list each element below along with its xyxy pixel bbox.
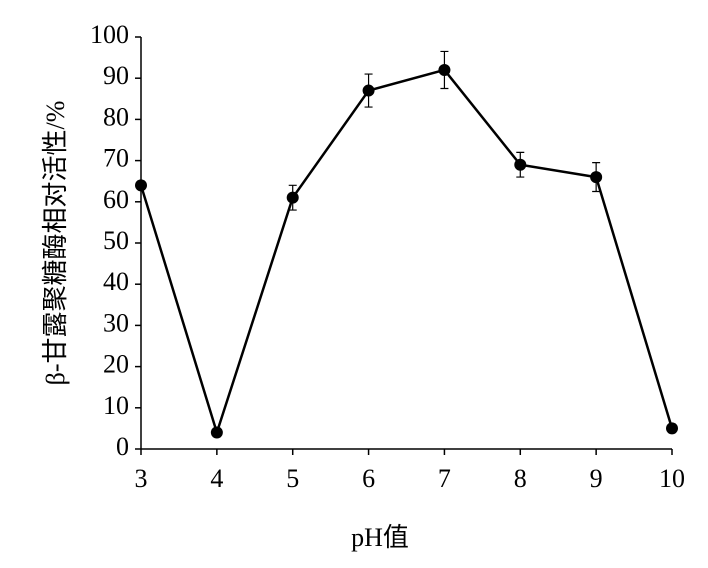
x-tick-label: 6 (362, 464, 375, 493)
data-line (139, 68, 674, 437)
data-point (210, 426, 223, 439)
x-tick-label: 9 (590, 464, 603, 493)
data-point (590, 171, 603, 184)
y-tick-label: 70 (103, 144, 129, 173)
y-tick-label: 20 (103, 350, 129, 379)
x-axis-label: pH值 (351, 523, 409, 552)
y-tick-label: 30 (103, 308, 129, 337)
data-point (286, 191, 299, 204)
x-tick-label: 10 (659, 464, 685, 493)
data-point (514, 158, 527, 171)
data-point (362, 84, 375, 97)
x-tick-label: 8 (514, 464, 527, 493)
y-tick-label: 40 (103, 267, 129, 296)
y-tick-label: 50 (103, 226, 129, 255)
x-tick-label: 7 (438, 464, 451, 493)
data-point (135, 179, 147, 192)
x-tick-label: 3 (135, 464, 148, 493)
y-tick-label: 80 (103, 102, 129, 131)
y-axis-label: β-甘露聚糖酶相对活性/% (41, 101, 70, 386)
x-tick-label: 5 (286, 464, 299, 493)
y-tick-label: 0 (116, 432, 129, 461)
y-tick-label: 60 (103, 185, 129, 214)
y-tick-label: 100 (90, 20, 129, 49)
y-tick-label: 10 (103, 391, 129, 420)
data-point (438, 63, 451, 76)
x-tick-label: 4 (210, 464, 223, 493)
y-tick-label: 90 (103, 61, 129, 90)
data-point (666, 422, 678, 435)
